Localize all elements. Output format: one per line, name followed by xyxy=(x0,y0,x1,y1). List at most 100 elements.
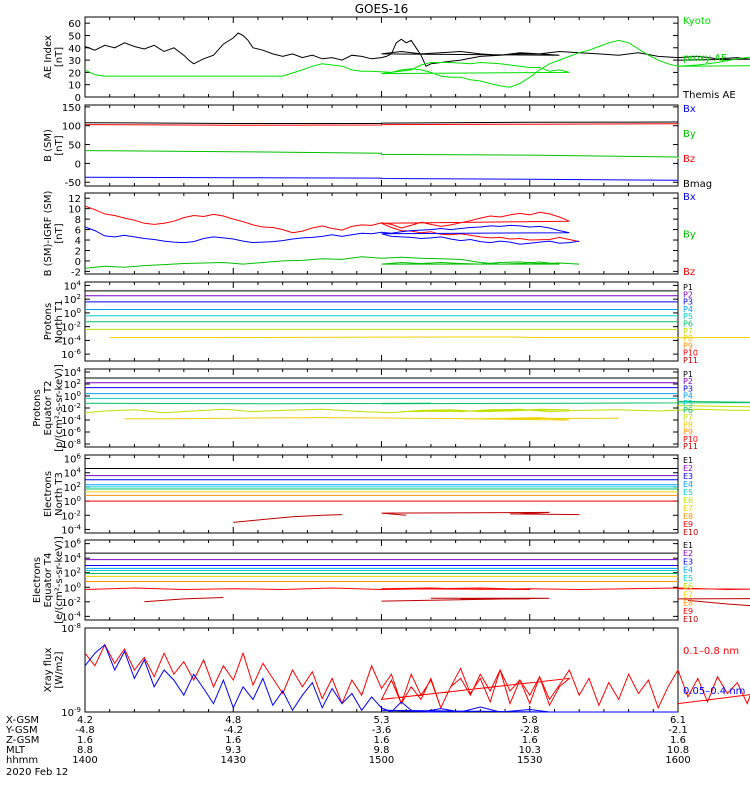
legend-item: E3 xyxy=(683,557,693,566)
legend-item: P3 xyxy=(683,384,693,393)
x-axis-row-value: 1600 xyxy=(665,755,690,766)
legend-item: P5 xyxy=(683,312,693,321)
x-axis-row-label: Z-GSM xyxy=(6,735,39,746)
series-line-bz xyxy=(84,123,679,126)
series-line-p6 xyxy=(84,400,750,405)
y-tick-label: 100 xyxy=(62,122,81,133)
y-tick-label: 12 xyxy=(68,194,81,205)
legend-item: P7 xyxy=(683,327,693,336)
legend-item: P3 xyxy=(683,298,693,307)
series-line-e10d xyxy=(677,598,750,607)
legend-item: E1 xyxy=(683,541,693,550)
series-line-e10 xyxy=(144,597,224,603)
y-tick-label: 50 xyxy=(68,31,81,42)
x-axis-row-value: 9.3 xyxy=(225,745,241,756)
y-tick-label: 100 xyxy=(64,390,81,403)
series-line-p8 xyxy=(109,336,750,339)
legend-item: P6 xyxy=(683,320,693,329)
x-axis-row-value: 5.8 xyxy=(522,715,538,726)
legend-item: E3 xyxy=(683,472,693,481)
series-line-p8 xyxy=(124,417,619,421)
legend-item: E1 xyxy=(683,456,693,465)
x-axis-row-value: 1530 xyxy=(517,755,542,766)
y-tick-label: 10-8 xyxy=(61,438,81,451)
plot-title: GOES-16 xyxy=(355,2,409,16)
legend-item: E6 xyxy=(683,496,693,505)
x-axis-row-value: 9.8 xyxy=(374,745,390,756)
legend-item: 0.1–0.8 nm xyxy=(683,646,739,657)
series-line-e10 xyxy=(233,514,343,523)
series-line-themis-ae xyxy=(84,32,750,67)
y-tick-label: 30 xyxy=(68,56,81,67)
x-axis-row-value: 1.6 xyxy=(374,735,390,746)
series-line-by xyxy=(84,256,580,269)
y-tick-label: 106 xyxy=(64,538,82,551)
legend-item: By xyxy=(683,129,696,140)
y-axis-label: Equator T2 xyxy=(43,381,54,436)
legend-item: P2 xyxy=(683,377,693,386)
y-tick-label: 106 xyxy=(64,453,82,466)
legend-item: E10 xyxy=(683,615,698,624)
y-tick-label: 104 xyxy=(64,366,82,379)
y-tick-label: 10-2 xyxy=(61,321,81,334)
x-axis-row-label: Y-GSM xyxy=(5,725,38,736)
series-line-e10b xyxy=(381,597,550,602)
legend-item: P8 xyxy=(683,334,693,343)
legend-item: proxy AE xyxy=(683,53,727,64)
y-tick-label: 60 xyxy=(68,19,81,30)
y-tick-label: 50 xyxy=(68,141,81,152)
y-tick-label: 100 xyxy=(64,581,81,594)
y-tick-label: 10-2 xyxy=(61,402,81,415)
y-axis-label: Equator T4 xyxy=(43,553,54,608)
panel-frame-ae xyxy=(84,16,679,98)
y-tick-label: 0 xyxy=(75,93,81,104)
legend-item: P11 xyxy=(683,442,698,451)
series-line-0-1-0-8-nm xyxy=(84,643,750,710)
y-axis-label: Protons xyxy=(43,303,54,340)
legend-item: Kyoto xyxy=(683,16,711,27)
y-axis-label: Xray flux xyxy=(43,648,54,693)
series-line-bx xyxy=(84,224,580,245)
x-axis-row-value: -2.8 xyxy=(520,725,540,736)
series-line-0-05-0-4-nm xyxy=(84,643,678,713)
legend-item: By xyxy=(683,230,696,241)
x-axis-row-value: 8.8 xyxy=(77,745,93,756)
y-tick-label: -2 xyxy=(71,267,81,278)
x-axis-row-value: -4.8 xyxy=(75,725,95,736)
legend-item: P9 xyxy=(683,341,693,350)
series-line-kyoto-proxy-ae xyxy=(84,39,750,88)
x-axis-row-value: 1.6 xyxy=(670,735,686,746)
y-axis-label: B (SM)-IGRF (SM) xyxy=(43,191,54,277)
x-axis-row-label: hhmm xyxy=(6,755,38,766)
legend-item: P11 xyxy=(683,356,698,365)
y-axis-label: [e/(cm²-s-sr-keV)] xyxy=(54,536,65,624)
plot-date: 2020 Feb 12 xyxy=(6,767,68,778)
x-axis-row-value: -2.1 xyxy=(668,725,688,736)
y-axis-label: Electrons xyxy=(43,471,54,517)
y-tick-label: 100 xyxy=(64,495,81,508)
y-tick-label: 10-4 xyxy=(61,610,81,623)
panel-frame-eT4 xyxy=(84,539,679,621)
legend-item: E2 xyxy=(683,549,693,558)
legend-item: 0.05–0.4 nm xyxy=(683,686,745,697)
y-tick-label: 150 xyxy=(62,103,81,114)
y-axis-label: [nT] xyxy=(54,47,65,67)
legend-item: P4 xyxy=(683,305,693,314)
y-tick-label: 104 xyxy=(64,467,82,480)
legend-item: P7 xyxy=(683,413,693,422)
x-axis-row-value: 1400 xyxy=(72,755,97,766)
x-axis-row-value: 5.3 xyxy=(374,715,390,726)
legend-item: E5 xyxy=(683,488,693,497)
y-tick-label: 104 xyxy=(64,279,82,292)
legend-item: E9 xyxy=(683,520,693,529)
panel-frame-bsm xyxy=(84,104,679,187)
x-axis-row-label: X-GSM xyxy=(6,715,39,726)
y-tick-label: 8 xyxy=(75,215,81,226)
legend-item: P5 xyxy=(683,399,693,408)
y-axis-label: [W/m2] xyxy=(54,651,65,688)
legend-item: P2 xyxy=(683,290,693,299)
y-tick-label: 10-9 xyxy=(61,706,81,719)
legend-item: P10 xyxy=(683,349,698,358)
